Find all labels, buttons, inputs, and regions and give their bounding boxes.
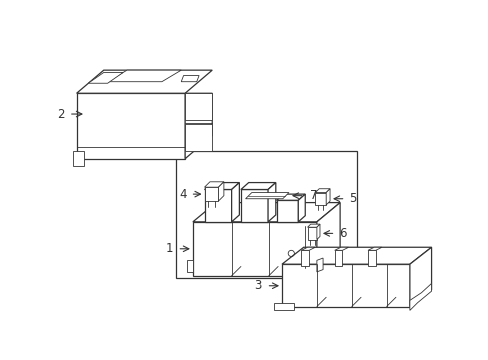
Polygon shape [315, 193, 325, 205]
Text: 1: 1 [165, 242, 172, 255]
Polygon shape [315, 189, 329, 193]
Polygon shape [88, 72, 123, 83]
Polygon shape [267, 183, 275, 222]
Polygon shape [77, 93, 185, 159]
Polygon shape [186, 260, 192, 272]
Text: 6: 6 [339, 227, 346, 240]
Polygon shape [276, 194, 305, 200]
Polygon shape [316, 258, 323, 272]
Polygon shape [301, 250, 308, 266]
Polygon shape [245, 193, 288, 199]
Polygon shape [218, 182, 224, 201]
Polygon shape [107, 70, 181, 82]
Polygon shape [241, 189, 267, 222]
Polygon shape [192, 203, 340, 222]
Text: 2: 2 [58, 108, 65, 121]
Polygon shape [77, 70, 212, 93]
Polygon shape [241, 183, 275, 189]
Polygon shape [204, 183, 239, 189]
Polygon shape [282, 264, 409, 307]
Polygon shape [204, 182, 224, 187]
Polygon shape [185, 93, 212, 120]
Polygon shape [192, 222, 316, 276]
Polygon shape [204, 189, 231, 222]
Polygon shape [316, 203, 340, 276]
Polygon shape [185, 93, 212, 159]
Polygon shape [307, 227, 316, 239]
Text: 4: 4 [179, 188, 186, 201]
Polygon shape [307, 224, 319, 227]
Polygon shape [282, 247, 431, 264]
Text: 3: 3 [254, 279, 261, 292]
Polygon shape [274, 303, 293, 310]
Text: 7: 7 [309, 189, 317, 202]
Polygon shape [325, 189, 329, 205]
Polygon shape [276, 200, 298, 222]
Polygon shape [185, 124, 212, 151]
Bar [176, 151, 356, 278]
Polygon shape [334, 250, 342, 266]
Polygon shape [231, 183, 239, 222]
Polygon shape [204, 187, 218, 201]
Polygon shape [298, 194, 305, 222]
Polygon shape [409, 283, 431, 310]
Polygon shape [316, 224, 319, 239]
Polygon shape [181, 76, 199, 82]
Polygon shape [73, 151, 84, 166]
Polygon shape [301, 247, 315, 250]
Polygon shape [334, 247, 348, 250]
Polygon shape [367, 250, 375, 266]
Polygon shape [409, 247, 431, 307]
Polygon shape [367, 247, 381, 250]
Text: 5: 5 [349, 192, 356, 205]
